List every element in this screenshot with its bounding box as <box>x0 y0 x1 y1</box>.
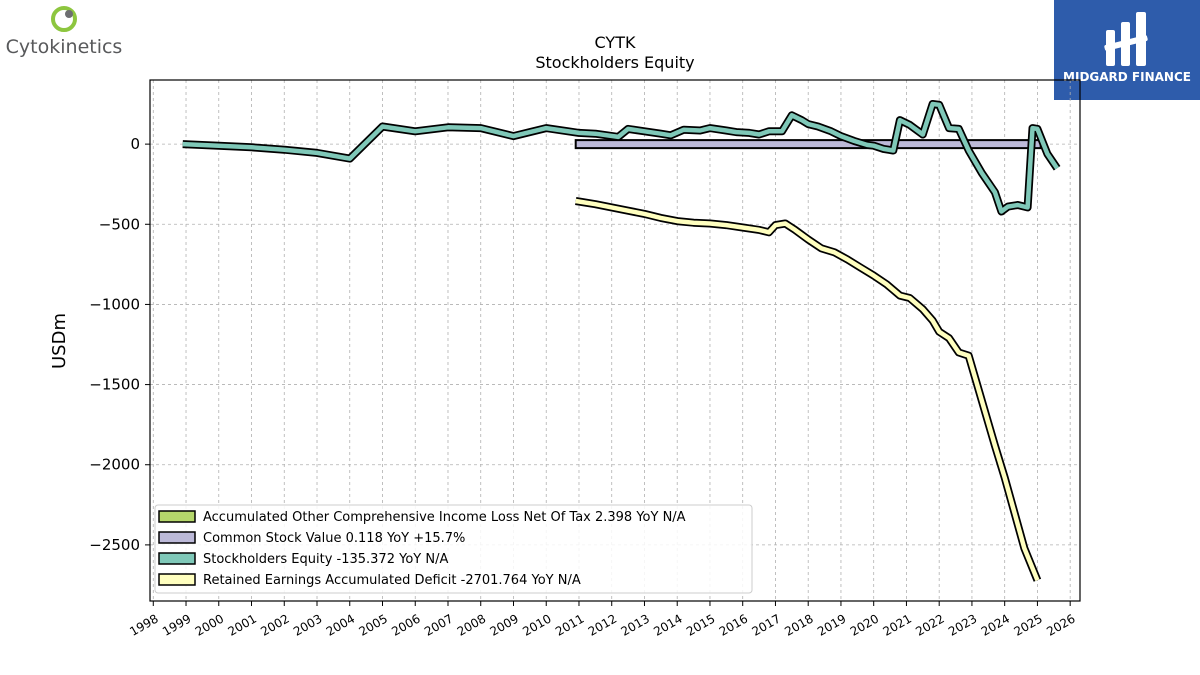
x-tick-label: 2000 <box>193 611 226 638</box>
chart-subtitle: Stockholders Equity <box>535 53 694 72</box>
x-tick-label: 2001 <box>226 611 259 638</box>
x-tick-label: 2021 <box>880 611 913 638</box>
x-tick-label: 2025 <box>1011 611 1044 638</box>
legend-swatch <box>158 552 196 565</box>
cytokinetics-logo-dot <box>65 10 73 18</box>
x-tick-label: 2026 <box>1044 611 1077 638</box>
x-tick-label: 2011 <box>553 611 586 638</box>
y-tick-label: −1500 <box>89 376 140 394</box>
x-tick-label: 2013 <box>619 611 652 638</box>
cytokinetics-logo: Cytokinetics <box>6 6 123 58</box>
x-tick-label: 2004 <box>324 611 357 638</box>
x-tick-label: 2019 <box>815 611 848 638</box>
series-line <box>182 101 1059 214</box>
x-tick-label: 2003 <box>291 611 324 638</box>
y-axis-label: USDm <box>49 313 70 369</box>
x-tick-label: 2010 <box>520 611 553 638</box>
x-tick-label: 2020 <box>848 611 881 638</box>
midgard-logo-text: MIDGARD FINANCE <box>1063 70 1191 84</box>
x-tick-label: 2022 <box>913 611 946 638</box>
y-tick-label: −2000 <box>89 456 140 474</box>
x-tick-label: 2018 <box>782 611 815 638</box>
midgard-finance-logo: MIDGARD FINANCE <box>1054 0 1200 100</box>
legend-label: Stockholders Equity -135.372 YoY N/A <box>203 552 448 567</box>
legend-label: Common Stock Value 0.118 YoY +15.7% <box>203 531 465 546</box>
x-tick-label: 2006 <box>389 611 422 638</box>
x-tick-label: 2014 <box>651 611 684 638</box>
x-tick-label: 2008 <box>455 611 488 638</box>
x-tick-label: 2007 <box>422 611 455 638</box>
legend: Accumulated Other Comprehensive Income L… <box>154 504 753 594</box>
legend-label: Accumulated Other Comprehensive Income L… <box>203 510 686 525</box>
x-axis-ticks: 1998 1999 2000 2001 2002 2003 2004 2005 2006 2007… <box>127 601 1078 639</box>
cytokinetics-logo-ring <box>51 6 77 32</box>
legend-swatch <box>158 510 196 523</box>
x-tick-label: 2012 <box>586 611 619 638</box>
grid <box>150 80 1080 601</box>
x-tick-label: 2002 <box>258 611 291 638</box>
x-tick-label: 1998 <box>127 611 160 638</box>
x-tick-label: 2023 <box>946 611 979 638</box>
y-tick-label: −1000 <box>89 295 140 313</box>
x-tick-label: 1999 <box>160 611 193 638</box>
x-tick-label: 2017 <box>750 611 783 638</box>
series-layer <box>182 100 1061 582</box>
x-tick-label: 2009 <box>488 611 521 638</box>
x-tick-label: 2005 <box>357 611 390 638</box>
chart-title: CYTK <box>595 33 636 52</box>
series-stockholders-equity <box>182 100 1061 216</box>
midgard-logo-mark <box>1104 12 1148 66</box>
legend-swatch <box>158 531 196 544</box>
y-tick-label: −500 <box>99 215 140 233</box>
x-tick-label: 2024 <box>979 611 1012 638</box>
plot-frame <box>149 79 1081 602</box>
legend-swatch <box>158 573 196 586</box>
legend-box <box>154 504 753 594</box>
legend-label: Retained Earnings Accumulated Deficit -2… <box>203 573 581 588</box>
x-tick-label: 2016 <box>717 611 750 638</box>
cytokinetics-logo-text: Cytokinetics <box>6 36 123 58</box>
series-retained-earnings <box>575 197 1042 582</box>
y-tick-label: 0 <box>130 135 140 153</box>
y-tick-label: −2500 <box>89 536 140 554</box>
x-tick-label: 2015 <box>684 611 717 638</box>
y-axis-ticks: 0 −500 −1000 −1500 −2000 −2500 <box>89 135 150 554</box>
